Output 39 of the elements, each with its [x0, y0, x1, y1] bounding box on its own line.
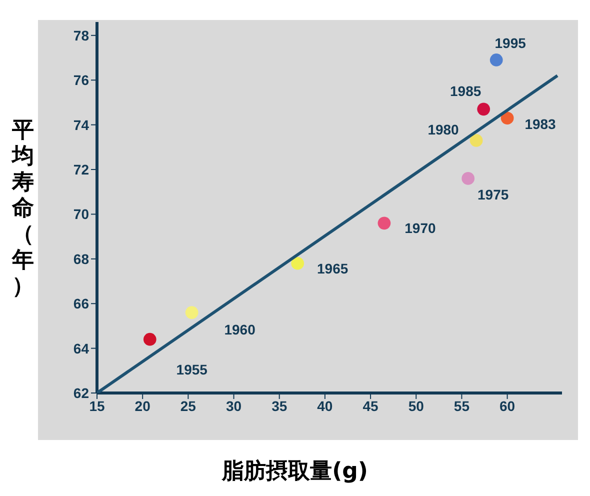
annotation: 1960 [224, 322, 256, 338]
x-axis-title: 脂肪摂取量(g) [220, 458, 369, 486]
y-tick-label: 78 [73, 27, 90, 44]
x-tick-label: 15 [89, 398, 105, 414]
x-tick-label: 20 [134, 398, 151, 414]
annotation: 1995 [494, 34, 526, 51]
annotation: 1965 [317, 260, 348, 276]
y-tick-label: 66 [73, 296, 90, 312]
annotation: 1980 [428, 121, 460, 138]
annotation: 1970 [404, 220, 436, 236]
point [477, 102, 490, 116]
x-tick-label: 35 [272, 398, 288, 414]
y-tick-label: 68 [73, 250, 90, 267]
y-tick-label: 64 [73, 340, 90, 356]
annotation: 1983 [524, 116, 556, 132]
x-tick-label: 50 [408, 398, 424, 414]
y-tick-label: 74 [73, 116, 90, 133]
annotation: 1975 [478, 186, 509, 202]
y-tick-label: 76 [73, 72, 90, 88]
x-tick-label: 60 [500, 398, 516, 414]
y-tick-label: 62 [73, 384, 90, 401]
point [143, 332, 156, 346]
x-tick-label: 25 [180, 398, 196, 414]
point [490, 54, 503, 66]
annotation: 1985 [450, 83, 482, 100]
y-tick-label: 72 [73, 161, 90, 178]
annotation: 1955 [176, 361, 208, 378]
y-tick-label: 70 [73, 206, 90, 222]
x-tick-label: 40 [317, 398, 333, 414]
x-tick-label: 55 [454, 398, 470, 414]
y-axis-title: 平均寿命（年） [10, 118, 35, 300]
point [291, 256, 304, 270]
x-tick-label: 45 [362, 398, 379, 414]
point [378, 216, 391, 230]
point [462, 172, 475, 185]
point [470, 134, 483, 147]
point [185, 306, 198, 319]
point [500, 112, 514, 125]
x-tick-label: 30 [226, 398, 242, 414]
